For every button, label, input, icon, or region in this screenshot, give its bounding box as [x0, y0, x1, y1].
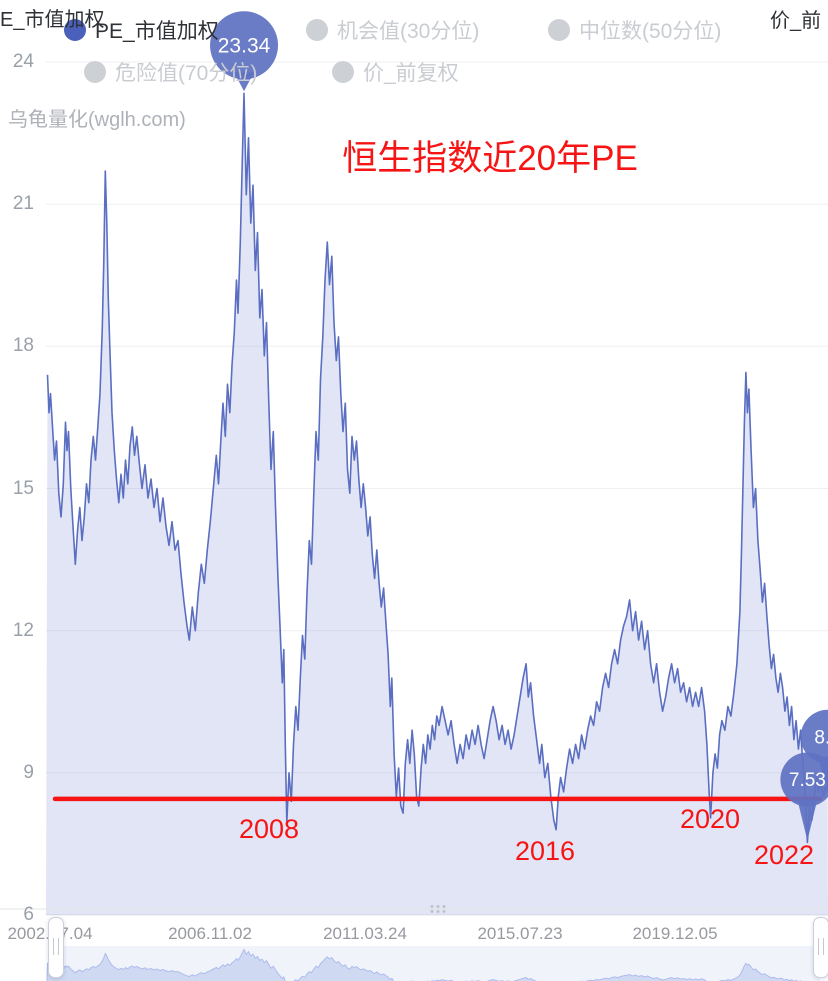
datazoom-right-handle[interactable] — [813, 917, 828, 978]
legend-item-pe[interactable]: PE_市值加权 — [64, 17, 219, 43]
legend-label-median: 中位数(50分位) — [579, 20, 722, 43]
legend-item-price[interactable]: 价_前复权 — [332, 59, 459, 85]
pe-series-area — [46, 93, 828, 916]
legend-fragment-left[interactable]: E_市值加权 — [0, 9, 105, 31]
x-axis-label: 2011.03.24 — [323, 924, 407, 943]
datazoom-grip-icon[interactable] — [430, 905, 446, 913]
legend-label-pe: PE_市值加权 — [95, 20, 219, 43]
legend-dot-danger — [84, 61, 106, 83]
grip-dot — [436, 910, 440, 913]
x-axis-label: 2015.07.23 — [477, 924, 563, 943]
x-axis-label: 2006.11.02 — [168, 924, 252, 943]
datazoom-left-handle[interactable] — [48, 917, 64, 978]
red-annotation-2008: 2008 — [238, 814, 300, 844]
legend-dot-price — [332, 61, 354, 83]
legend-label-price: 价_前复权 — [363, 62, 459, 85]
marker-value: 8.6 — [814, 727, 828, 748]
legend-label-danger: 危险值(70分位) — [115, 62, 258, 85]
datazoom-mini-chart[interactable] — [46, 948, 828, 981]
y-axis-label: 18 — [12, 335, 34, 357]
legend-item-median[interactable]: 中位数(50分位) — [548, 17, 721, 43]
y-axis-label: 6 — [23, 904, 34, 925]
marker-value: 23.34 — [218, 35, 271, 58]
legend: E_市值加权 PE_市值加权 机会值(30分位) 中位数(50分位) 价_前 危… — [0, 0, 828, 92]
marker-pins: 23.34 8.6 7.53 — [210, 11, 828, 841]
y-axis-label: 15 — [12, 477, 34, 499]
legend-dot-opportunity — [306, 19, 328, 41]
y-axis-label: 9 — [23, 761, 34, 783]
watermark: 乌龟量化(wglh.com) — [8, 109, 186, 131]
red-annotation-2022: 2022 — [753, 840, 815, 870]
grip-dot — [430, 905, 434, 908]
legend-dot-pe — [64, 19, 86, 41]
legend-item-opportunity[interactable]: 机会值(30分位) — [306, 17, 479, 43]
chart-title-annotation: 恒生指数近20年PE — [342, 139, 638, 178]
grip-dot — [436, 905, 440, 908]
x-axis-label: 2019.12.05 — [632, 924, 718, 943]
red-annotation-2020: 2020 — [679, 804, 741, 834]
grip-dot — [442, 905, 446, 908]
red-annotation-2016: 2016 — [514, 836, 576, 866]
legend-dot-median — [548, 19, 570, 41]
grip-dot — [430, 910, 434, 913]
marker-pin-min: 7.53 — [780, 752, 828, 841]
marker-pin-max: 23.34 — [210, 11, 279, 92]
gridlines — [46, 61, 828, 916]
y-axis-label: 24 — [12, 51, 34, 72]
y-axis-label: 12 — [12, 619, 34, 641]
legend-label-opportunity: 机会值(30分位) — [337, 20, 480, 43]
y-axis-label: 21 — [12, 193, 34, 215]
grip-dot — [442, 910, 446, 913]
legend-fragment-right[interactable]: 价_前 — [770, 10, 822, 32]
marker-value: 7.53 — [789, 770, 826, 791]
legend-item-danger[interactable]: 危险值(70分位) — [84, 59, 257, 85]
